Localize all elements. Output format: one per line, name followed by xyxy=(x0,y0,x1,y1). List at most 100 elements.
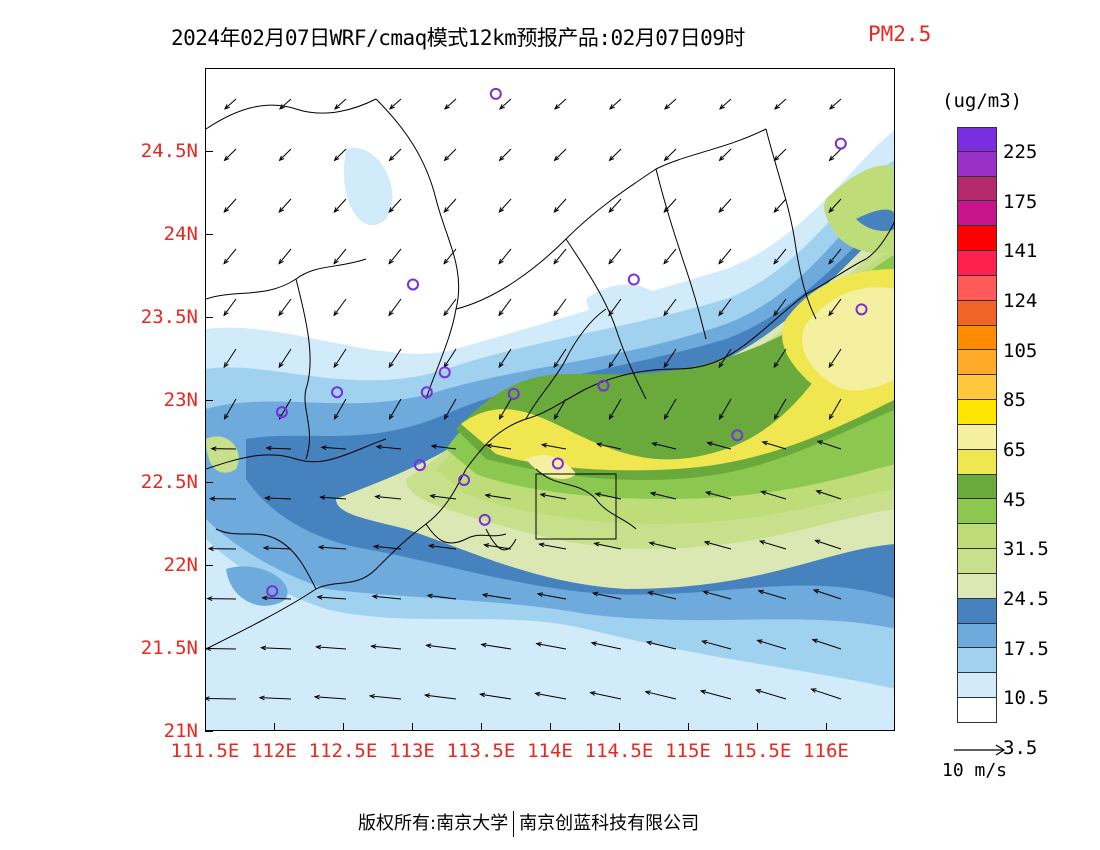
wind-arrow xyxy=(317,596,347,600)
station-marker[interactable] xyxy=(478,513,491,526)
station-marker[interactable] xyxy=(834,137,847,150)
lat-tick xyxy=(205,482,213,484)
colorbar-units: (ug/m3) xyxy=(942,90,1023,112)
lat-tick xyxy=(205,316,213,318)
colorbar-segment xyxy=(957,499,997,525)
lat-tick xyxy=(205,565,213,567)
wind-arrow xyxy=(334,398,347,420)
station-marker[interactable] xyxy=(407,278,419,291)
colorbar-segment xyxy=(957,375,997,401)
wind-arrow xyxy=(262,597,292,600)
map-panel[interactable] xyxy=(205,68,895,731)
wind-arrow-head xyxy=(828,258,834,265)
wind-arrow xyxy=(371,645,402,650)
wind-arrow-head xyxy=(773,155,780,162)
wind-arrow-head xyxy=(278,207,284,213)
station-marker[interactable] xyxy=(627,273,640,286)
colorbar-segment xyxy=(957,648,997,674)
station-marker[interactable] xyxy=(489,87,502,100)
wind-arrow xyxy=(321,446,347,450)
boundary-line xyxy=(525,308,607,420)
wind-arrow-head xyxy=(443,155,450,162)
station-marker[interactable] xyxy=(413,459,426,472)
wind-arrow xyxy=(774,148,787,161)
station-marker[interactable] xyxy=(551,457,564,470)
wind-arrow xyxy=(499,398,512,420)
station-marker[interactable] xyxy=(597,379,610,392)
concentration-band xyxy=(856,209,894,231)
colorbar-segment xyxy=(957,474,997,500)
wind-arrow xyxy=(374,545,402,550)
wind-arrow-head xyxy=(334,104,340,110)
lon-tick xyxy=(688,723,689,731)
wind-arrow xyxy=(719,148,732,161)
wind-arrow-head xyxy=(206,696,210,702)
boundary-line xyxy=(485,528,517,551)
wind-arrow xyxy=(702,640,732,650)
colorbar-segment xyxy=(957,698,997,723)
wind-arrow xyxy=(372,595,402,600)
wind-arrow xyxy=(389,148,402,161)
wind-arrow-head xyxy=(773,258,779,265)
wind-arrow xyxy=(815,539,842,550)
wind-arrow xyxy=(718,248,732,264)
wind-arrow-head xyxy=(773,207,779,213)
wind-arrow xyxy=(316,646,347,650)
boundary-line xyxy=(295,278,311,460)
wind-arrow-head xyxy=(315,644,322,650)
station-marker[interactable] xyxy=(420,386,433,399)
wind-arrow xyxy=(484,544,512,550)
wind-arrow-head xyxy=(718,207,724,213)
wind-arrow xyxy=(539,543,567,550)
station-marker[interactable] xyxy=(458,474,471,487)
wind-arrow-head xyxy=(591,591,599,597)
wind-arrow xyxy=(263,547,292,550)
wind-arrow-head xyxy=(388,207,394,213)
station-marker[interactable] xyxy=(855,303,868,316)
wind-arrow-head xyxy=(320,445,327,450)
wind-arrow-head xyxy=(812,589,820,594)
station-marker[interactable] xyxy=(266,585,279,598)
wind-arrow-head xyxy=(773,413,779,420)
wind-arrow-head xyxy=(829,104,835,110)
wind-arrow-head xyxy=(498,207,504,213)
wind-arrow xyxy=(279,98,292,110)
station-marker[interactable] xyxy=(275,406,288,419)
wind-arrow xyxy=(540,493,567,500)
pollutant-label: PM2.5 xyxy=(868,22,932,46)
wind-arrow xyxy=(663,298,677,316)
station-marker[interactable] xyxy=(507,387,520,400)
wind-arrow xyxy=(498,198,512,213)
colorbar-label: 105 xyxy=(1003,339,1038,362)
wind-arrow xyxy=(650,492,677,500)
station-marker[interactable] xyxy=(731,429,744,442)
lon-tick-label: 112E xyxy=(251,740,297,762)
wind-arrow xyxy=(369,695,402,700)
wind-arrow-head xyxy=(647,591,654,596)
wind-arrow-head xyxy=(279,104,285,110)
wind-arrow-head xyxy=(210,446,217,452)
wind-arrow xyxy=(223,348,237,368)
concentration-band xyxy=(461,275,894,471)
wind-arrow-head xyxy=(333,310,339,317)
lon-tick-label: 115.5E xyxy=(722,740,792,762)
station-marker[interactable] xyxy=(438,366,451,379)
company-text: 南京创蓝科技有限公司 xyxy=(519,813,700,834)
pm25-field-map xyxy=(206,87,894,730)
wind-arrow xyxy=(706,491,732,500)
wind-arrow xyxy=(430,495,457,500)
concentration-fill xyxy=(206,130,894,730)
wind-arrow xyxy=(553,248,567,264)
boundary-line xyxy=(565,238,647,400)
wind-arrow-head xyxy=(223,258,229,265)
footer: 版权所有:南京大学 南京创蓝科技有限公司 xyxy=(358,809,699,837)
wind-arrow-head xyxy=(718,413,724,420)
wind-arrow-head xyxy=(718,155,725,162)
wind-arrow-head xyxy=(498,258,504,265)
wind-arrow-head xyxy=(703,540,710,546)
station-marker[interactable] xyxy=(331,386,344,399)
wind-arrow-head xyxy=(388,413,394,420)
wind-arrow-head xyxy=(370,644,377,649)
lon-tick-label: 115E xyxy=(665,740,711,762)
wind-arrow xyxy=(762,441,787,450)
